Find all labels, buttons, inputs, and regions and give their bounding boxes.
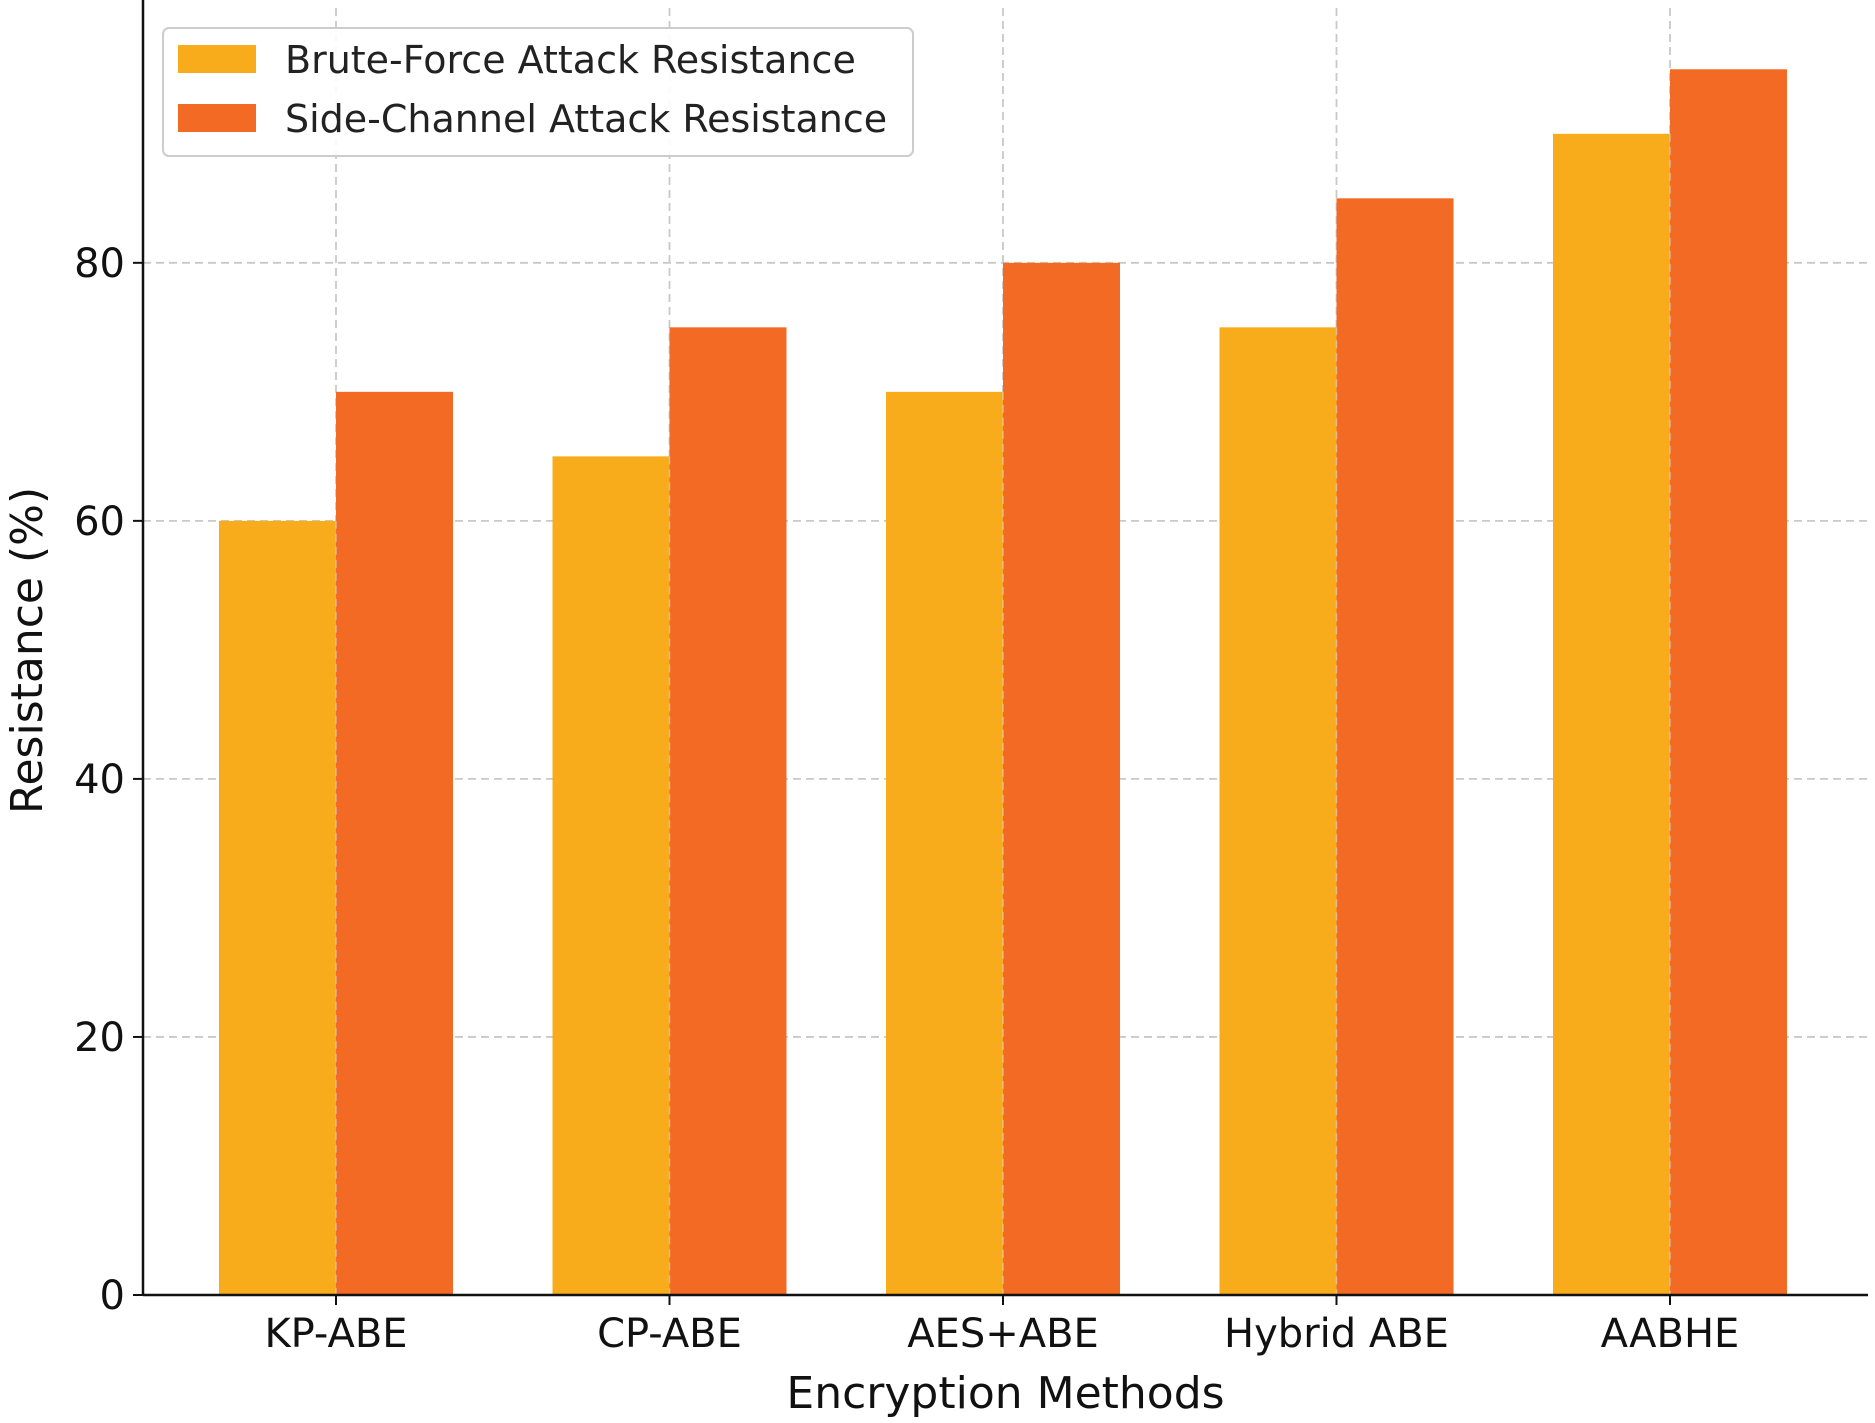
y-tick-label: 60 [74, 499, 125, 545]
legend-label: Brute-Force Attack Resistance [285, 38, 856, 82]
legend-swatch [178, 45, 256, 73]
bar-brute-force [886, 391, 1003, 1295]
bar-brute-force [219, 520, 336, 1295]
legend: Brute-Force Attack Resistance Side-Channe… [162, 27, 914, 157]
y-tick-label: 40 [74, 757, 125, 803]
x-tick-label: KP-ABE [264, 1311, 407, 1357]
y-tick-label: 20 [74, 1015, 125, 1061]
y-tick-label: 80 [74, 241, 125, 287]
bar-brute-force [1553, 133, 1670, 1295]
bar-side-channel [669, 327, 787, 1296]
bar-brute-force [1219, 327, 1337, 1296]
y-axis-title: Resistance (%) [2, 487, 53, 814]
x-axis-title: Encryption Methods [786, 1368, 1224, 1419]
legend-label: Side-Channel Attack Resistance [285, 97, 887, 141]
bar-side-channel [336, 391, 453, 1295]
y-tick-label: 0 [100, 1273, 125, 1319]
ticks-layer: 0 20 40 60 80 KP-ABE CP-ABE AES+ABE Hybrid ABE AA… [74, 241, 1739, 1357]
bars-layer [219, 69, 1787, 1296]
legend-box [162, 27, 914, 157]
bar-brute-force [552, 456, 670, 1295]
x-tick-label: AES+ABE [907, 1311, 1099, 1357]
bar-side-channel [1336, 198, 1454, 1296]
bar-side-channel [1670, 69, 1787, 1295]
x-tick-label: AABHE [1601, 1311, 1740, 1357]
bar-side-channel [1003, 262, 1120, 1295]
axes-layer [141, 0, 1868, 1297]
x-tick-label: CP-ABE [597, 1311, 742, 1357]
x-tick-label: Hybrid ABE [1224, 1311, 1449, 1357]
legend-swatch [178, 104, 256, 132]
